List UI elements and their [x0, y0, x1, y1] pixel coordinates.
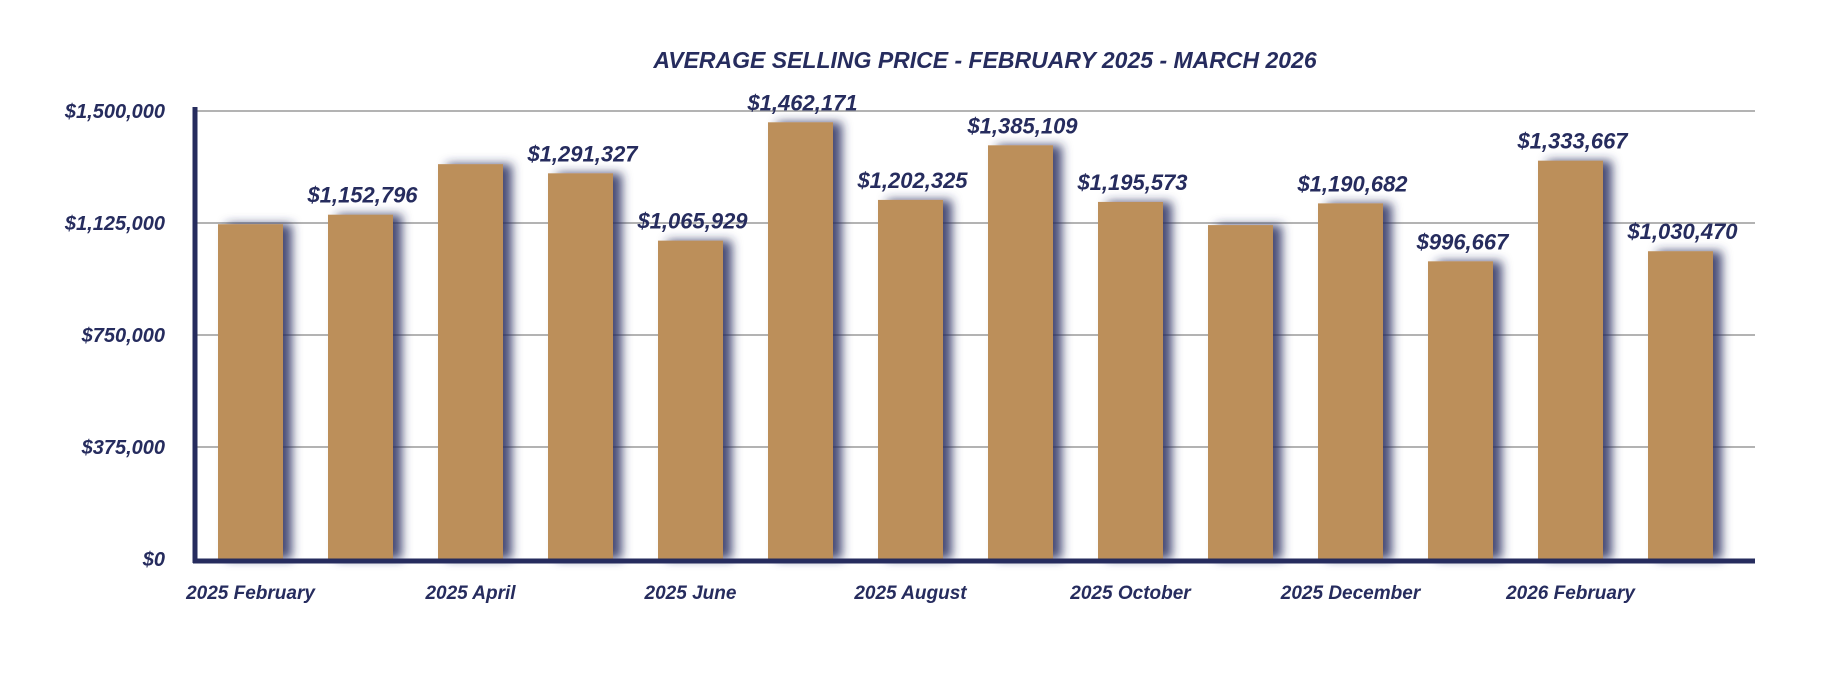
data-label: $1,030,470 [1626, 219, 1738, 244]
data-label: $1,462,171 [746, 90, 857, 115]
bar-2025-august [878, 199, 943, 560]
chart-title: AVERAGE SELLING PRICE - FEBRUARY 2025 - … [652, 47, 1317, 73]
x-tick-label: 2025 April [424, 583, 516, 604]
data-label: $1,190,682 [1296, 171, 1408, 196]
data-label: $1,195,573 [1076, 170, 1187, 195]
bar-2025-may [548, 173, 613, 559]
bar-2025-november [1208, 225, 1273, 559]
x-tick-label: 2025 June [644, 583, 737, 604]
y-tick-label: $1,500,000 [64, 101, 165, 123]
data-label: $1,385,109 [966, 113, 1078, 138]
data-label: $1,065,929 [636, 209, 748, 234]
y-tick-label: $375,000 [81, 437, 165, 459]
data-label: $1,333,667 [1516, 129, 1629, 154]
bar-2025-march [328, 214, 393, 560]
bar-2025-february [218, 224, 283, 559]
bar-2025-december [1318, 203, 1383, 559]
bar-2025-june [658, 240, 723, 560]
data-label: $1,291,327 [526, 141, 639, 166]
bar-2025-september [988, 145, 1053, 559]
bar-2026-march [1648, 251, 1713, 559]
x-tick-label: 2025 October [1069, 583, 1192, 604]
bar-2026-february [1538, 160, 1603, 560]
y-tick-label: $750,000 [81, 325, 165, 347]
bar-2025-october [1098, 201, 1163, 560]
bar-2025-july [768, 122, 833, 559]
data-label: $1,202,325 [856, 168, 968, 193]
bar-2025-april [438, 164, 503, 560]
data-label: $1,152,796 [306, 183, 418, 208]
x-tick-label: 2025 August [853, 583, 967, 604]
bar-2026-january [1428, 261, 1493, 559]
x-tick-label: 2025 December [1280, 583, 1422, 604]
y-tick-label: $0 [142, 549, 165, 571]
x-tick-label: 2026 February [1505, 583, 1636, 604]
y-tick-label: $1,125,000 [64, 213, 165, 235]
x-tick-label: 2025 February [185, 583, 316, 604]
data-label: $996,667 [1416, 229, 1511, 254]
